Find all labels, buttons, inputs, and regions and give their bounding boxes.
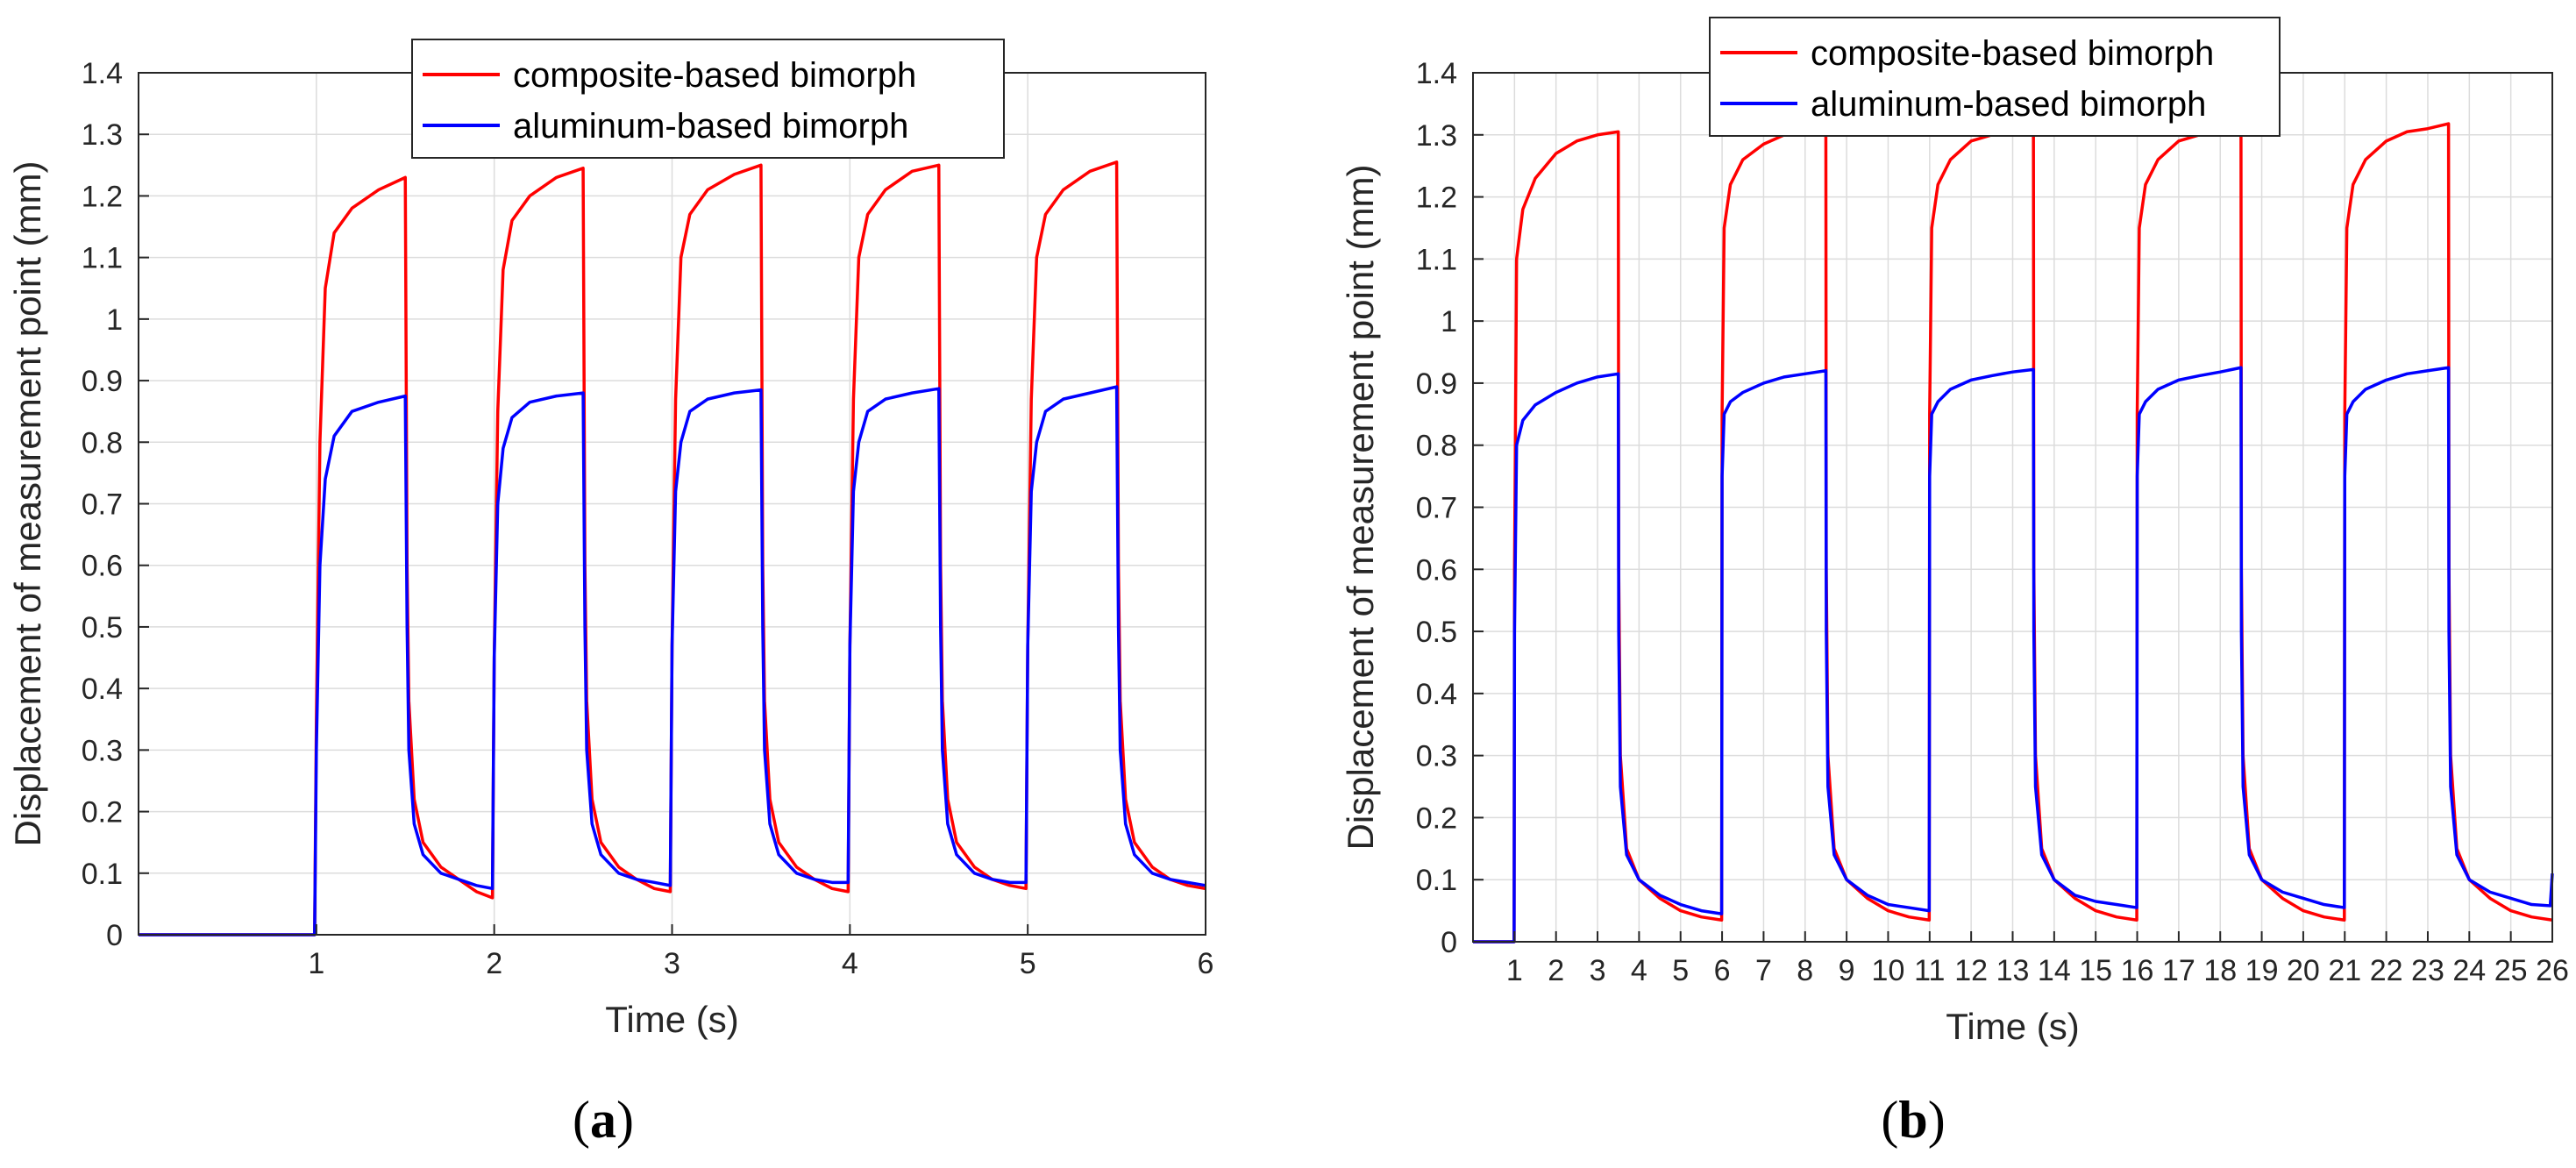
panel-label-open: ( bbox=[1881, 1091, 1898, 1149]
x-tick-label: 5 bbox=[1020, 947, 1036, 980]
y-tick-label: 1.3 bbox=[1416, 119, 1457, 153]
panel-label-letter: a bbox=[590, 1091, 616, 1149]
x-tick-label: 6 bbox=[1714, 954, 1731, 987]
y-tick-label: 0 bbox=[1441, 926, 1457, 959]
legend: composite-based bimorph aluminum-based bi… bbox=[411, 39, 1005, 159]
panel-label-open: ( bbox=[573, 1091, 590, 1149]
x-tick-label: 24 bbox=[2452, 954, 2486, 987]
x-axis-label: Time (s) bbox=[1946, 1006, 2079, 1047]
x-tick-label: 19 bbox=[2245, 954, 2279, 987]
y-axis-label: Displacement of measurement point (mm) bbox=[7, 161, 48, 847]
x-tick-label: 25 bbox=[2494, 954, 2528, 987]
legend-entry-aluminum: aluminum-based bimorph bbox=[1811, 85, 2206, 124]
x-tick-label: 1 bbox=[1506, 954, 1523, 987]
y-tick-label: 1.1 bbox=[82, 242, 123, 275]
legend-box bbox=[1709, 17, 2281, 137]
y-tick-label: 0.7 bbox=[82, 488, 123, 522]
y-tick-label: 0.9 bbox=[82, 365, 123, 398]
x-tick-label: 20 bbox=[2287, 954, 2320, 987]
x-tick-label: 14 bbox=[2038, 954, 2071, 987]
x-tick-label: 11 bbox=[1914, 954, 1945, 987]
y-tick-label: 0 bbox=[106, 919, 123, 952]
y-axis-label: Displacement of measurement point (mm) bbox=[1340, 165, 1381, 851]
legend-entry-aluminum: aluminum-based bimorph bbox=[513, 107, 908, 146]
series-line-composite bbox=[139, 160, 1206, 937]
legend-entry-composite: composite-based bimorph bbox=[1811, 34, 2214, 73]
y-tick-label: 1.2 bbox=[1416, 182, 1457, 215]
y-tick-label: 1.4 bbox=[82, 57, 123, 90]
x-axis-label: Time (s) bbox=[605, 999, 738, 1040]
x-tick-label: 2 bbox=[486, 947, 502, 980]
x-tick-label: 1 bbox=[308, 947, 324, 980]
x-tick-label: 7 bbox=[1755, 954, 1772, 987]
x-tick-label: 6 bbox=[1198, 947, 1214, 980]
y-tick-label: 0.6 bbox=[82, 550, 123, 583]
y-tick-label: 0.2 bbox=[82, 796, 123, 830]
x-tick-label: 10 bbox=[1872, 954, 1905, 987]
x-tick-label: 12 bbox=[1954, 954, 1988, 987]
y-tick-label: 0.9 bbox=[1416, 367, 1457, 401]
series-line-aluminum bbox=[139, 385, 1206, 937]
y-tick-label: 0.3 bbox=[82, 734, 123, 767]
legend-entry-composite: composite-based bimorph bbox=[513, 56, 916, 95]
x-tick-label: 22 bbox=[2370, 954, 2403, 987]
x-tick-label: 17 bbox=[2162, 954, 2195, 987]
y-tick-label: 0.4 bbox=[1416, 678, 1457, 711]
y-tick-label: 0.8 bbox=[1416, 430, 1457, 463]
legend: composite-based bimorph aluminum-based bi… bbox=[1709, 17, 2281, 137]
chart-panel-a: 1 2 3 4 5 6 0 0.1 0.2 0.3 0.4 0.5 0.6 0.7 0.8 0.9 1 1.1 1.… bbox=[7, 39, 1213, 1149]
y-tick-label: 0.6 bbox=[1416, 553, 1457, 587]
series-line-aluminum bbox=[1473, 366, 2554, 944]
legend-box bbox=[411, 39, 1005, 159]
x-tick-label: 23 bbox=[2411, 954, 2444, 987]
panel-label: (b) bbox=[1881, 1091, 1945, 1149]
x-tick-label: 26 bbox=[2536, 954, 2569, 987]
chart-panel-b: 1 2 3 4 5 6 7 8 9 10 11 12 13 14 15 16 17 18 19 20 21 22 23 24 2… bbox=[1340, 17, 2569, 1149]
x-tick-label: 3 bbox=[1590, 954, 1606, 987]
y-tick-label: 1.1 bbox=[1416, 243, 1457, 276]
y-tick-label: 0.5 bbox=[1416, 616, 1457, 649]
y-tick-label: 0.1 bbox=[1416, 864, 1457, 897]
x-tick-label: 15 bbox=[2079, 954, 2112, 987]
y-tick-label: 1.2 bbox=[82, 180, 123, 213]
x-tick-label: 3 bbox=[664, 947, 680, 980]
y-tick-label: 1.3 bbox=[82, 118, 123, 152]
x-tick-label: 4 bbox=[1631, 954, 1647, 987]
y-tick-label: 0.1 bbox=[82, 858, 123, 891]
x-tick-label: 4 bbox=[842, 947, 858, 980]
x-tick-label: 13 bbox=[1996, 954, 2030, 987]
y-tick-label: 1.4 bbox=[1416, 57, 1457, 90]
panel-label-letter: b bbox=[1898, 1091, 1927, 1149]
y-tick-label: 1 bbox=[1441, 305, 1457, 338]
y-tick-label: 0.8 bbox=[82, 426, 123, 459]
x-tick-label: 18 bbox=[2203, 954, 2237, 987]
panel-label-close: ) bbox=[1928, 1091, 1946, 1149]
x-tick-label: 5 bbox=[1672, 954, 1689, 987]
x-tick-label: 9 bbox=[1839, 954, 1855, 987]
y-tick-label: 0.5 bbox=[82, 611, 123, 645]
y-tick-label: 0.4 bbox=[82, 673, 123, 706]
y-tick-label: 0.7 bbox=[1416, 492, 1457, 525]
y-tick-label: 1 bbox=[106, 303, 123, 337]
x-tick-label: 2 bbox=[1548, 954, 1564, 987]
y-tick-label: 0.2 bbox=[1416, 801, 1457, 835]
x-tick-label: 8 bbox=[1797, 954, 1813, 987]
x-tick-label: 21 bbox=[2328, 954, 2361, 987]
panel-label: (a) bbox=[573, 1091, 634, 1149]
y-tick-label: 0.3 bbox=[1416, 740, 1457, 773]
x-tick-label: 16 bbox=[2121, 954, 2154, 987]
panel-label-close: ) bbox=[616, 1091, 634, 1149]
